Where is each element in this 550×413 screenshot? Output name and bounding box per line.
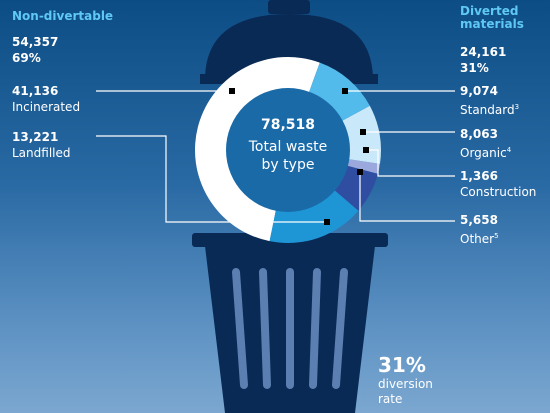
donut-segment (194, 56, 320, 242)
marker (357, 169, 363, 175)
donut-segment (346, 159, 380, 174)
donut-center (226, 88, 350, 212)
footnote: 4 (506, 146, 512, 154)
lid (205, 14, 373, 80)
category-label: Landfilled (12, 146, 71, 161)
value-label: 13,221 (12, 130, 59, 144)
value-label: 9,074 (460, 84, 498, 98)
marker (229, 88, 235, 94)
group-share: 31% (460, 61, 489, 75)
value-label: 1,366 (460, 169, 498, 183)
category-name: Organic (460, 146, 507, 160)
footnote: 3 (514, 103, 520, 111)
group-name: Non-divertable (12, 9, 114, 23)
category-name: Incinerated (12, 100, 81, 114)
donut-segment (334, 165, 378, 211)
diversion-rate: 31% (378, 353, 426, 377)
center-value: 78,518 (260, 117, 316, 133)
lid-handle (268, 0, 310, 14)
category-label: Incinerated (12, 100, 80, 115)
leader-line (96, 135, 327, 223)
bin-stripes (232, 268, 348, 389)
marker (342, 88, 348, 94)
category-label: Standard3 (460, 100, 519, 118)
value-label: 41,136 (12, 84, 59, 98)
diversion-label: diversion rate (378, 377, 433, 406)
category-name: Construction (460, 185, 537, 199)
category-name: Standard (460, 103, 515, 117)
donut-segment (269, 189, 359, 243)
group-share: 69% (12, 51, 41, 65)
leader-line (359, 172, 455, 222)
donut-segment (308, 62, 370, 121)
marker (324, 219, 330, 225)
category-label: Construction (460, 185, 536, 200)
group-total: 24,161 (460, 45, 507, 59)
value-label: 5,658 (460, 213, 498, 227)
center-label: Total waste by type (248, 139, 328, 173)
category-name: Other (460, 232, 495, 246)
footnote: 5 (494, 232, 499, 240)
marker (360, 129, 366, 135)
value-label: 8,063 (460, 127, 498, 141)
leader-line (366, 149, 455, 177)
category-label: Other5 (460, 229, 499, 247)
group-total: 54,357 (12, 35, 59, 49)
category-name: Landfilled (12, 146, 71, 160)
marker (363, 147, 369, 153)
category-label: Organic4 (460, 143, 511, 161)
group-name: Diverted materials (460, 4, 524, 31)
